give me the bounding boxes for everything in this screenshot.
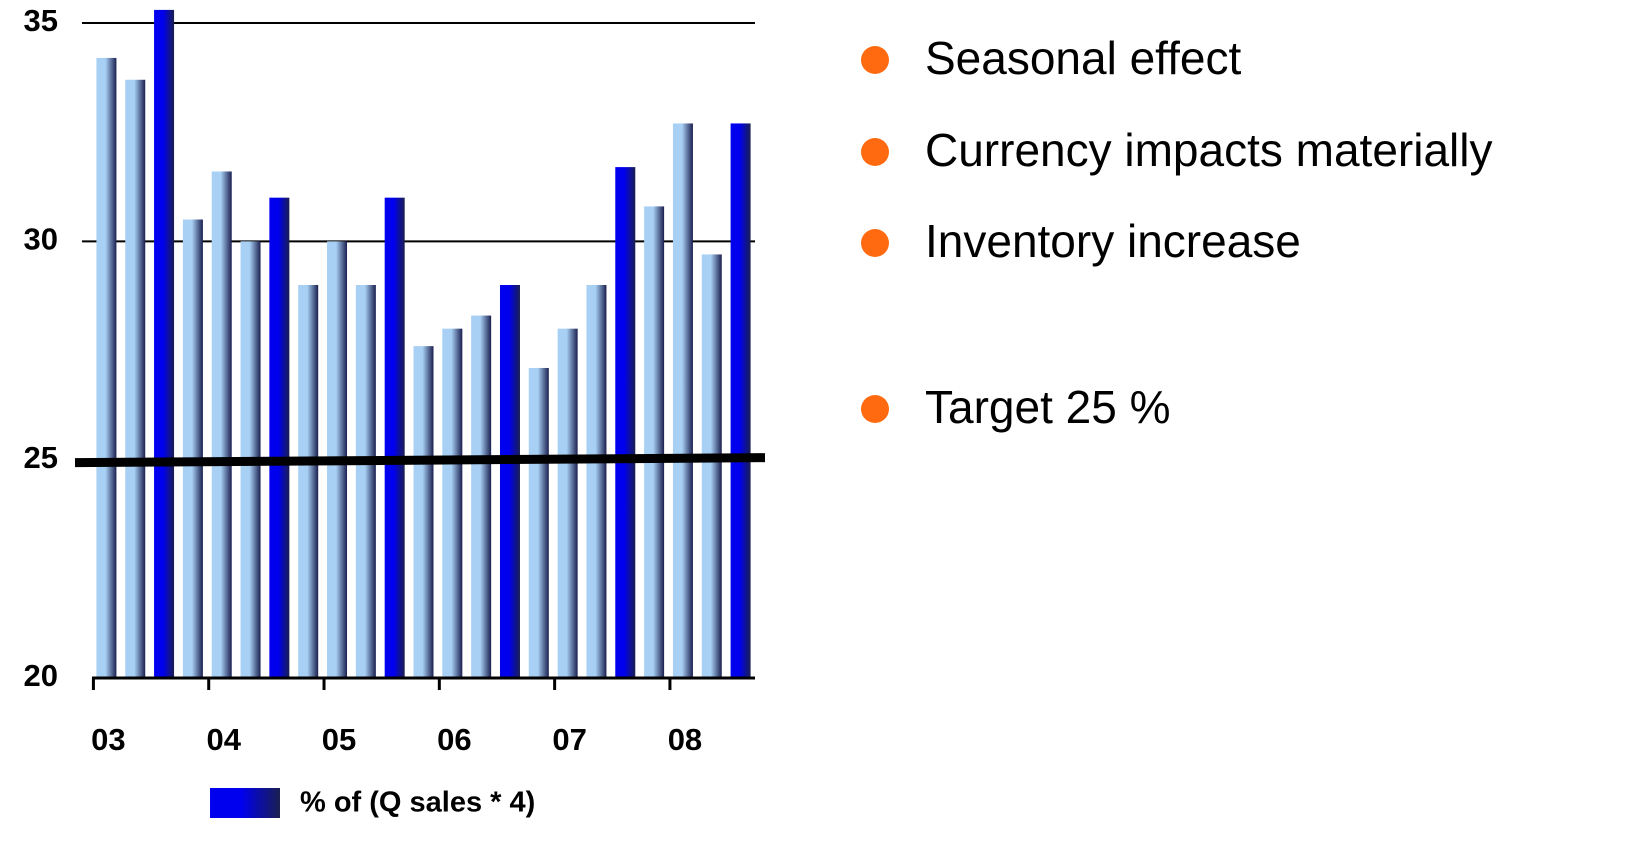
legend-swatch xyxy=(210,788,280,818)
bar xyxy=(125,79,146,679)
x-tick-label: 07 xyxy=(552,722,586,757)
bar xyxy=(211,171,232,678)
bullet-text: Currency impacts materially xyxy=(925,124,1492,176)
bullet-dot xyxy=(861,229,889,257)
bar xyxy=(384,197,405,678)
bullet-text: Seasonal effect xyxy=(925,32,1241,84)
x-tick-label: 08 xyxy=(668,722,702,757)
bar xyxy=(499,285,520,678)
bar xyxy=(528,367,549,678)
bar xyxy=(96,57,117,678)
legend-label: % of (Q sales * 4) xyxy=(300,787,535,819)
bar xyxy=(644,206,665,678)
bar xyxy=(701,254,722,678)
y-tick-label: 20 xyxy=(24,658,58,693)
bar xyxy=(355,285,376,678)
y-tick-label: 35 xyxy=(24,3,58,38)
x-tick-label: 06 xyxy=(437,722,471,757)
bar xyxy=(154,9,175,678)
x-tick-label: 05 xyxy=(322,722,356,757)
y-tick-label: 30 xyxy=(24,222,58,257)
target-line xyxy=(74,453,766,468)
bar xyxy=(442,328,463,678)
bar xyxy=(182,219,203,678)
bullet-dot xyxy=(861,46,889,74)
bar xyxy=(269,197,290,678)
bar xyxy=(557,328,578,678)
bar xyxy=(298,285,319,678)
x-tick-label: 04 xyxy=(206,722,241,757)
bullet-dot xyxy=(861,395,889,423)
bullet-text: Target 25 % xyxy=(925,381,1170,433)
bar xyxy=(730,123,751,678)
bullet-text: Inventory increase xyxy=(925,215,1301,267)
bar xyxy=(672,123,693,678)
bar xyxy=(615,167,636,678)
y-tick-label: 25 xyxy=(24,440,58,475)
bullet-dot xyxy=(861,138,889,166)
bar xyxy=(413,346,434,678)
bar xyxy=(471,315,492,678)
bar xyxy=(586,285,607,678)
x-tick-label: 03 xyxy=(91,722,125,757)
